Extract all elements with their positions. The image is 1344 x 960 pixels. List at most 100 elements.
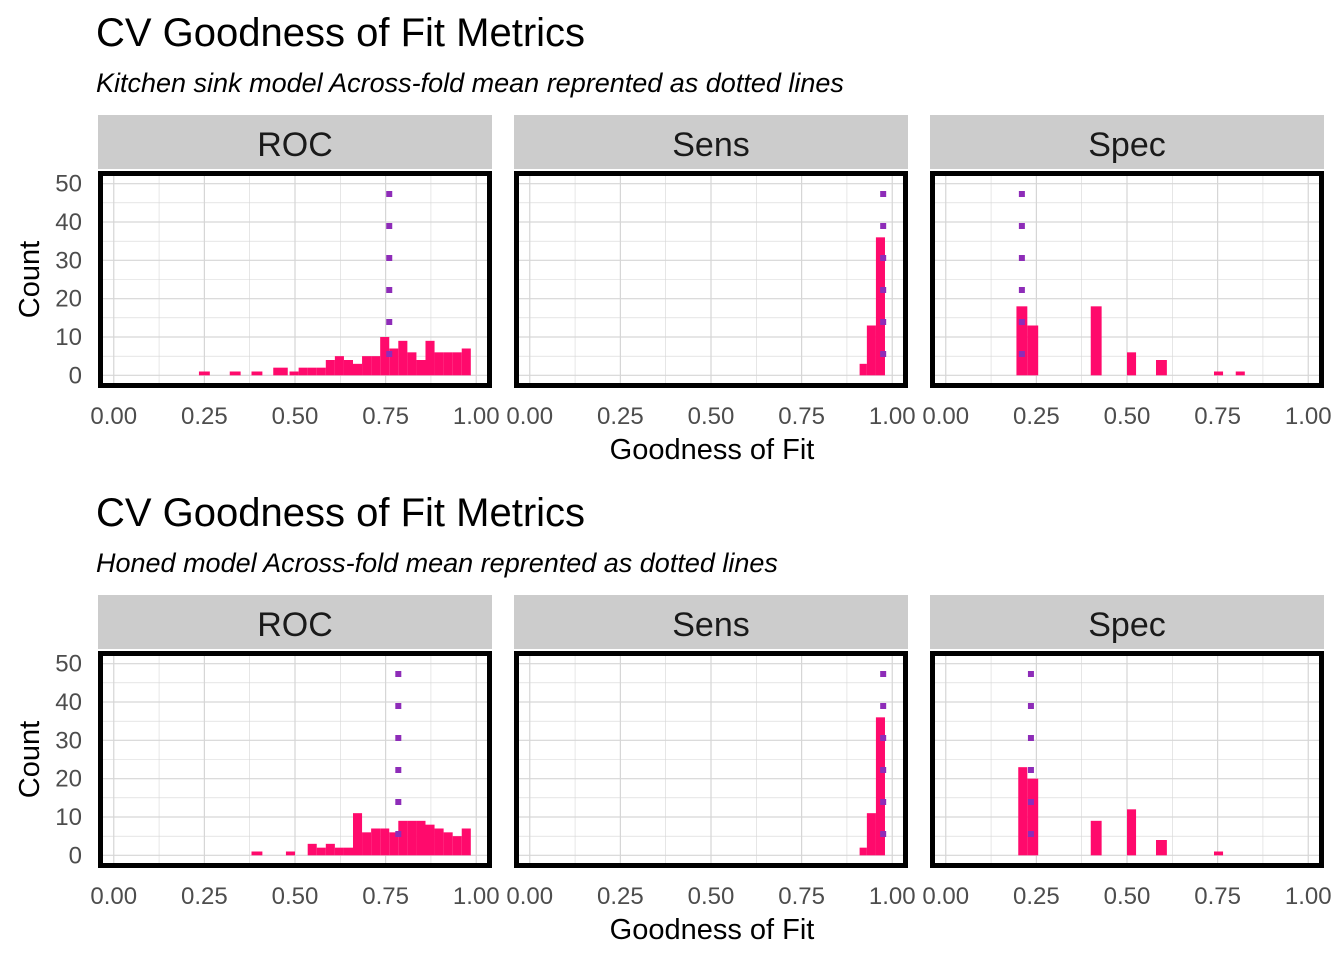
- y-tick-label: 20: [55, 286, 82, 313]
- histogram-bar: [352, 813, 363, 856]
- histogram-bar: [371, 356, 381, 376]
- histogram-bar: [1213, 371, 1224, 376]
- x-tick-label: 1.00: [1285, 403, 1332, 430]
- facet-strip: [98, 115, 492, 169]
- histogram-bar: [452, 836, 462, 856]
- chart-title: CV Goodness of Fit Metrics: [96, 11, 585, 55]
- histogram-bar: [1016, 306, 1028, 376]
- histogram-bar: [325, 843, 335, 856]
- chart-subtitle: Honed model Across-fold mean reprented a…: [96, 548, 778, 578]
- x-axis-title: Goodness of Fit: [610, 434, 815, 466]
- x-tick-label: 0.25: [181, 883, 228, 910]
- histogram-bar: [875, 237, 885, 376]
- x-tick-label: 0.25: [181, 403, 228, 430]
- histogram-bar: [307, 843, 317, 856]
- x-tick-label: 0.25: [1013, 403, 1060, 430]
- histogram-bar: [280, 367, 288, 376]
- facet-strip: [930, 595, 1324, 649]
- y-axis-title: Count: [14, 241, 46, 318]
- histogram-bar: [285, 851, 295, 856]
- histogram-bar: [289, 371, 299, 376]
- histogram-bar: [425, 824, 435, 856]
- histogram-bar: [859, 847, 867, 856]
- y-tick-label: 50: [55, 651, 82, 678]
- x-tick-label: 0.75: [362, 403, 409, 430]
- histogram-bar: [198, 371, 210, 376]
- figure-2: CV Goodness of Fit Metrics Honed model Ac…: [14, 491, 1332, 946]
- histogram-bar: [362, 832, 372, 856]
- panel-border: [514, 651, 908, 868]
- histogram-bar: [352, 363, 363, 376]
- histogram-bar: [434, 828, 444, 856]
- facet-sens: Sens 0.00 0.25 0.50 0.75 1.00: [506, 595, 916, 910]
- histogram-bar: [334, 847, 344, 856]
- facet-strip-label: Sens: [672, 126, 750, 164]
- histogram-bar: [316, 367, 326, 376]
- histogram-bar: [1127, 809, 1137, 856]
- histogram-bar: [416, 360, 426, 376]
- facet-strip: [98, 595, 492, 649]
- facet-sens: Sens 0.00 0.25 0.50 0.75 1.00: [506, 115, 916, 430]
- y-tick-label: 10: [55, 804, 82, 831]
- histogram-bar: [407, 352, 417, 376]
- histogram-bar: [251, 851, 263, 856]
- x-tick-label: 0.75: [362, 883, 409, 910]
- y-tick-label: 0: [69, 362, 82, 389]
- histogram-bar: [273, 367, 281, 376]
- histogram-bar: [343, 847, 353, 856]
- x-tick-label: 0.50: [1104, 403, 1151, 430]
- histogram-bar: [389, 348, 399, 376]
- histogram-bar: [425, 340, 435, 376]
- histogram-bar: [866, 813, 876, 856]
- histogram-bar: [443, 832, 453, 856]
- histogram-bar: [1018, 767, 1028, 856]
- x-tick-label: 0.25: [1013, 883, 1060, 910]
- y-tick-label: 30: [55, 727, 82, 754]
- histogram-bar: [452, 352, 462, 376]
- x-tick-label: 0.50: [1104, 883, 1151, 910]
- y-tick-label: 0: [69, 842, 82, 869]
- histogram-bar: [362, 356, 372, 376]
- histogram-bar: [316, 847, 326, 856]
- facet-spec: Spec 0.00 0.25 0.50 0.75 1.00: [922, 595, 1332, 910]
- x-tick-label: 0.25: [597, 403, 644, 430]
- facet-strip: [930, 115, 1324, 169]
- chart-subtitle: Kitchen sink model Across-fold mean repr…: [96, 68, 844, 98]
- histogram-bar: [380, 828, 390, 856]
- x-tick-label: 0.00: [90, 883, 137, 910]
- facet-strip-label: ROC: [257, 606, 333, 644]
- panel-border: [930, 651, 1324, 868]
- histogram-bar: [398, 820, 408, 856]
- histogram-bar: [325, 360, 335, 376]
- chart-title: CV Goodness of Fit Metrics: [96, 491, 585, 535]
- x-tick-label: 0.75: [1194, 403, 1241, 430]
- x-tick-label: 0.00: [506, 403, 553, 430]
- x-tick-label: 0.25: [597, 883, 644, 910]
- x-tick-label: 1.00: [1285, 883, 1332, 910]
- histogram-bar: [1155, 360, 1167, 376]
- x-tick-label: 1.00: [869, 403, 916, 430]
- histogram-bar: [1090, 306, 1102, 376]
- histogram-bar: [1127, 352, 1137, 376]
- facet-strip-label: Sens: [672, 606, 750, 644]
- histogram-bar: [461, 828, 471, 856]
- x-tick-label: 0.75: [1194, 883, 1241, 910]
- panel-border: [98, 651, 492, 868]
- facet-strip-label: ROC: [257, 126, 333, 164]
- histogram-bar: [859, 363, 867, 376]
- x-tick-label: 0.50: [688, 403, 735, 430]
- histogram-bar: [371, 828, 381, 856]
- histogram-bar: [1027, 778, 1039, 856]
- y-tick-label: 20: [55, 766, 82, 793]
- facet-strip: [514, 595, 908, 649]
- y-tick-label: 50: [55, 171, 82, 198]
- facet-strip: [514, 115, 908, 169]
- histogram-bar: [866, 325, 876, 376]
- y-tick-label: 10: [55, 324, 82, 351]
- histogram-bar: [434, 352, 444, 376]
- x-tick-label: 1.00: [453, 403, 500, 430]
- x-tick-label: 1.00: [453, 883, 500, 910]
- histogram-bar: [1235, 371, 1245, 376]
- x-tick-label: 0.75: [778, 883, 825, 910]
